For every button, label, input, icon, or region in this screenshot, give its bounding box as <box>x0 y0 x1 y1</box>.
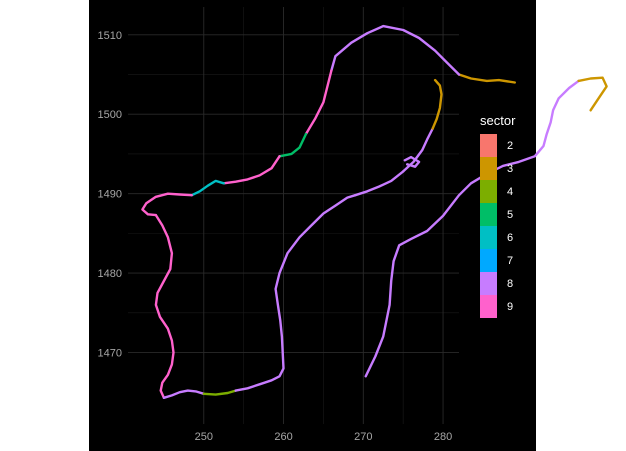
legend-color-key <box>480 272 497 295</box>
legend-color-key <box>480 203 497 226</box>
y-tick-label: 1500 <box>98 109 122 121</box>
legend-item-label: 8 <box>507 277 514 290</box>
legend-color-key <box>480 249 497 272</box>
coastline-segment-sector-5 <box>278 132 308 158</box>
legend-item-label: 6 <box>507 231 514 244</box>
legend-item-3: 3 <box>480 157 515 180</box>
legend-item-2: 2 <box>480 134 515 157</box>
coastline-segment-sector-3 <box>577 76 608 112</box>
y-tick-label: 1480 <box>98 268 122 280</box>
legend-item-4: 4 <box>480 180 515 203</box>
legend: sector 2 3 4 5 6 7 8 9 <box>480 113 515 318</box>
legend-color-key <box>480 157 497 180</box>
grid-lines <box>128 7 459 424</box>
legend-title: sector <box>480 113 516 128</box>
x-tick-label: 260 <box>274 431 292 443</box>
legend-item-label: 9 <box>507 300 514 313</box>
coastline-segment-sector-8 <box>364 79 580 378</box>
x-tick-label: 280 <box>434 431 452 443</box>
coastline-segment-sector-8 <box>162 389 206 399</box>
coastline-segment-sector-8 <box>402 127 434 173</box>
legend-item-7: 7 <box>480 249 515 272</box>
coastline-segment-sector-8 <box>354 170 405 197</box>
coastline-segment-sector-4 <box>202 389 237 396</box>
legend-item-label: 7 <box>507 254 514 267</box>
legend-item-8: 8 <box>480 272 515 295</box>
coastline-segment-sector-6 <box>190 179 225 197</box>
coastline-segment-sector-8 <box>403 155 421 168</box>
coastline-segment-sector-9 <box>304 69 333 136</box>
y-tick-label: 1470 <box>98 348 122 360</box>
coastline-segment-sector-9 <box>141 192 194 217</box>
legend-item-label: 5 <box>507 208 514 221</box>
legend-item-label: 3 <box>507 162 514 175</box>
legend-color-key <box>480 226 497 249</box>
legend-rows: 2 3 4 5 6 7 8 9 <box>480 134 515 318</box>
coastline-segment-sector-8 <box>330 24 461 76</box>
legend-color-key <box>480 134 497 157</box>
legend-item-5: 5 <box>480 203 515 226</box>
y-tick-label: 1490 <box>98 189 122 201</box>
coastline-segment-sector-9 <box>222 155 281 185</box>
coastline-segment-sector-8 <box>234 193 357 392</box>
legend-color-key <box>480 295 497 318</box>
y-tick-label: 1510 <box>98 30 122 42</box>
legend-item-6: 6 <box>480 226 515 249</box>
legend-item-label: 2 <box>507 139 514 152</box>
coastline-segment-sector-9 <box>154 213 175 399</box>
x-tick-label: 270 <box>354 431 372 443</box>
coastline-segment-sector-3 <box>457 73 516 84</box>
legend-item-label: 4 <box>507 185 514 198</box>
x-tick-label: 250 <box>195 431 213 443</box>
legend-color-key <box>480 180 497 203</box>
legend-item-9: 9 <box>480 295 515 318</box>
coastline-segment-sector-3 <box>431 78 443 130</box>
axis-ticks: 250 260 270 280 1470 1480 1490 1500 1510 <box>98 30 453 443</box>
coastline-layer <box>141 24 608 399</box>
